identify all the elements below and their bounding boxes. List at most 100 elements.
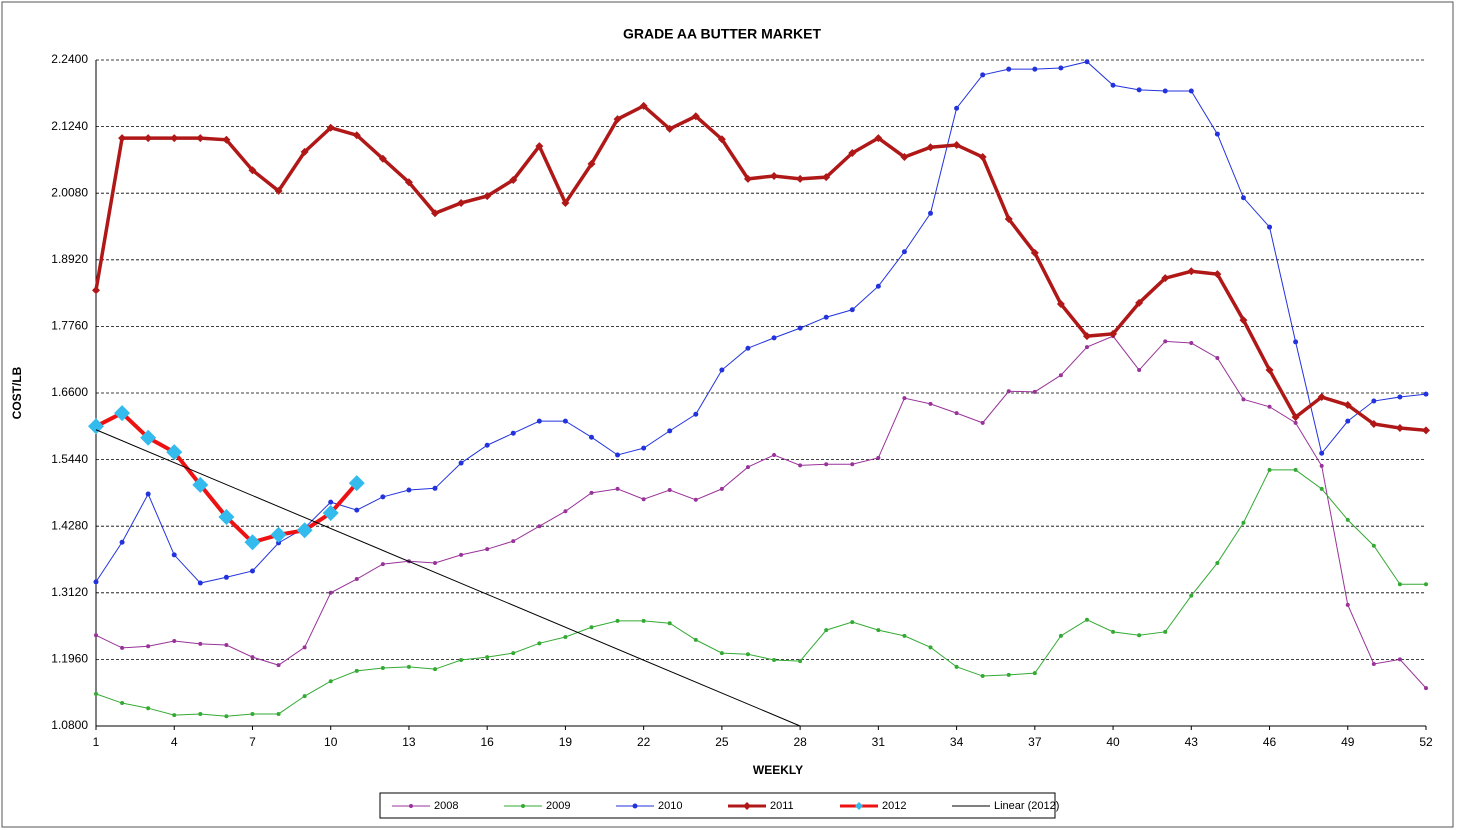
data-point	[745, 652, 750, 657]
data-point	[198, 641, 203, 646]
data-point	[1004, 215, 1013, 224]
data-point	[980, 420, 985, 425]
data-point	[667, 428, 673, 434]
series-line	[95, 61, 1427, 584]
data-point	[1241, 520, 1246, 525]
data-point	[1397, 657, 1402, 662]
data-point	[192, 476, 209, 493]
x-tick-label: 22	[637, 735, 651, 749]
series-line	[95, 469, 1426, 717]
data-point	[1006, 389, 1011, 394]
data-point	[561, 198, 570, 207]
data-point	[1111, 629, 1116, 634]
data-point	[1291, 413, 1300, 422]
data-point	[770, 171, 779, 180]
data-point	[928, 210, 934, 216]
data-point	[170, 134, 179, 143]
data-point	[850, 620, 855, 625]
x-tick-label: 46	[1263, 735, 1277, 749]
data-point	[772, 657, 777, 662]
data-point	[120, 645, 125, 650]
y-tick-label: 1.0800	[51, 718, 88, 732]
data-point	[276, 540, 282, 546]
data-point	[146, 644, 151, 649]
data-point	[172, 713, 177, 718]
data-point	[94, 691, 98, 696]
data-point	[146, 706, 151, 711]
data-point	[1109, 329, 1118, 338]
data-point	[822, 173, 831, 182]
data-point	[954, 105, 960, 111]
data-point	[92, 286, 100, 295]
data-point	[1137, 368, 1142, 373]
data-point	[536, 418, 542, 424]
data-point	[171, 552, 177, 558]
data-point	[1163, 339, 1168, 344]
data-point	[980, 674, 985, 679]
data-point	[93, 579, 99, 585]
x-tick-label: 52	[1419, 735, 1433, 749]
x-tick-label: 10	[324, 735, 338, 749]
data-point	[1317, 393, 1326, 402]
data-point	[849, 307, 855, 313]
data-point	[641, 497, 646, 502]
data-point	[745, 465, 750, 470]
data-point	[1058, 373, 1063, 378]
legend-marker	[632, 803, 638, 809]
data-point	[458, 460, 464, 466]
x-axis-label: WEEKLY	[753, 763, 803, 777]
data-point	[118, 134, 127, 143]
data-point	[276, 663, 281, 668]
data-point	[172, 639, 177, 644]
legend-marker	[521, 804, 525, 808]
data-point	[1397, 582, 1402, 587]
data-point	[510, 430, 516, 436]
data-point	[589, 625, 594, 630]
data-point	[322, 504, 339, 521]
y-tick-label: 1.8920	[51, 252, 88, 266]
data-point	[114, 405, 131, 422]
data-point	[1345, 517, 1350, 522]
data-point	[404, 178, 413, 187]
data-point	[1032, 671, 1037, 676]
data-point	[639, 101, 648, 110]
chart-title: GRADE AA BUTTER MARKET	[623, 26, 822, 42]
legend-marker	[743, 802, 751, 810]
data-point	[1293, 420, 1298, 425]
data-point	[276, 711, 281, 716]
data-point	[248, 166, 257, 175]
data-point	[874, 134, 883, 143]
data-point	[613, 115, 622, 124]
data-point	[406, 664, 411, 669]
data-point	[483, 192, 492, 201]
legend-label: 2008	[434, 800, 458, 812]
data-point	[1006, 672, 1011, 677]
data-point	[145, 491, 151, 497]
data-point	[1137, 633, 1142, 638]
data-point	[1240, 195, 1246, 201]
legend-box	[379, 792, 1056, 819]
data-point	[511, 651, 516, 656]
data-point	[1345, 418, 1351, 424]
data-point	[250, 655, 255, 660]
data-point	[431, 209, 440, 218]
x-tick-label: 37	[1028, 735, 1042, 749]
data-point	[406, 487, 412, 493]
data-point	[354, 507, 360, 513]
data-point	[166, 444, 183, 461]
y-tick-label: 1.3120	[51, 585, 88, 599]
data-point	[796, 174, 805, 183]
data-point	[1267, 404, 1272, 409]
data-point	[1371, 543, 1376, 548]
data-point	[798, 463, 803, 468]
data-point	[120, 701, 125, 706]
data-point	[1293, 467, 1298, 472]
data-point	[196, 134, 205, 143]
data-point	[952, 140, 961, 149]
data-point	[1136, 87, 1142, 93]
y-tick-label: 2.1240	[51, 119, 88, 133]
data-point	[198, 711, 203, 716]
y-tick-label: 1.6600	[51, 385, 88, 399]
